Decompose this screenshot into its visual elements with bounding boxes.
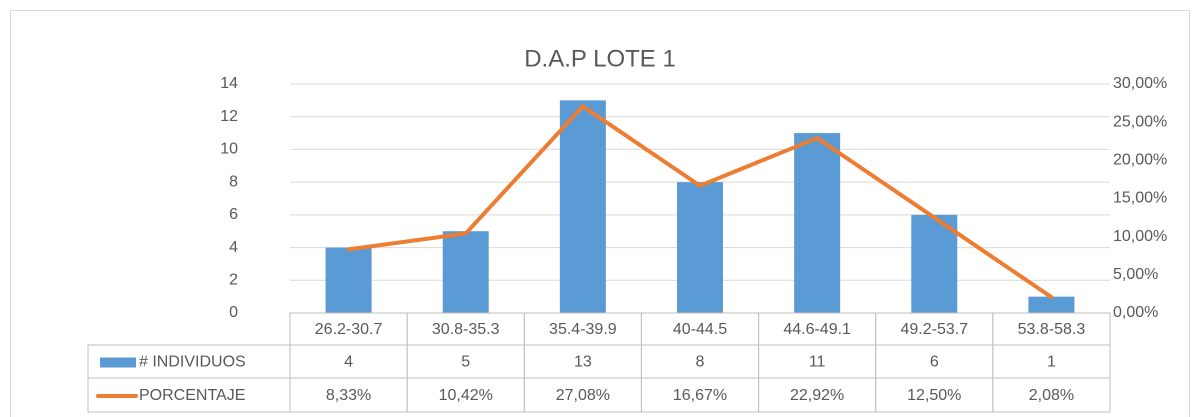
y2-tick-label: 0,00% — [1113, 304, 1158, 321]
y2-tick-label: 15,00% — [1113, 190, 1167, 207]
table-value: 22,92% — [790, 387, 844, 404]
legend-label: PORCENTAJE — [139, 387, 245, 404]
x-tick-label: 40-44.5 — [673, 321, 727, 338]
table-value: 10,42% — [439, 387, 493, 404]
x-tick-label: 35.4-39.9 — [549, 321, 617, 338]
bar — [794, 133, 841, 313]
table-value: 11 — [809, 354, 826, 371]
table-value: 12,50% — [907, 387, 961, 404]
x-tick-label: 30.8-35.3 — [432, 321, 500, 338]
table-value: 8,33% — [326, 387, 371, 404]
chart-title: D.A.P LOTE 1 — [524, 45, 676, 72]
y-tick-label: 4 — [229, 239, 238, 256]
legend-label: # INDIVIDUOS — [139, 354, 246, 371]
table-value: 27,08% — [556, 387, 610, 404]
table-cell — [992, 377, 1111, 413]
bar — [677, 182, 723, 313]
line — [346, 104, 1054, 300]
x-tick-label: 49.2-53.7 — [900, 321, 968, 338]
y-tick-label: 12 — [220, 108, 238, 125]
y2-tick-label: 20,00% — [1113, 152, 1167, 169]
y-tick-label: 6 — [229, 206, 238, 223]
table-value: 4 — [344, 354, 353, 371]
y-tick-label: 0 — [229, 304, 238, 321]
y2-tick-label: 30,00% — [1113, 75, 1167, 92]
table-value: 13 — [574, 354, 592, 371]
bar — [559, 100, 606, 313]
bar — [1028, 296, 1075, 313]
y-tick-label: 2 — [229, 272, 238, 289]
table-value: 2,08% — [1029, 387, 1074, 404]
table-value: 1 — [1047, 354, 1056, 371]
y2-tick-label: 10,00% — [1113, 228, 1167, 245]
table-value: 5 — [461, 354, 470, 371]
y-tick-label: 14 — [220, 75, 238, 92]
y-tick-label: 8 — [229, 173, 238, 190]
table-value: 6 — [930, 354, 939, 371]
table-value: 8 — [696, 354, 705, 371]
bar — [325, 247, 372, 313]
x-tick-label: 26.2-30.7 — [315, 321, 383, 338]
x-tick-label: 44.6-49.1 — [783, 321, 851, 338]
x-tick-label: 53.8-58.3 — [1018, 321, 1086, 338]
bar — [442, 231, 489, 313]
table-value: 16,67% — [673, 387, 727, 404]
y2-tick-label: 25,00% — [1113, 113, 1167, 130]
y2-tick-label: 5,00% — [1113, 266, 1158, 283]
legend-key — [100, 357, 136, 368]
y-tick-label: 10 — [220, 141, 238, 158]
bar — [911, 214, 958, 313]
